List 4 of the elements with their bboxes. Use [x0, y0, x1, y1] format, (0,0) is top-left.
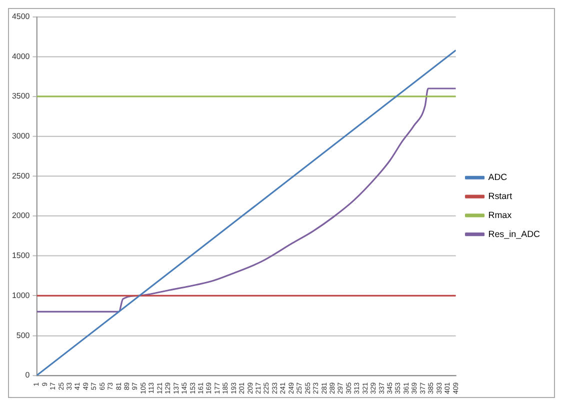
legend-label: Rmax — [488, 210, 512, 220]
legend-label: Res_in_ADC — [488, 228, 541, 239]
legend-label: Rstart — [488, 191, 513, 202]
legend-label: ADC — [488, 172, 508, 182]
